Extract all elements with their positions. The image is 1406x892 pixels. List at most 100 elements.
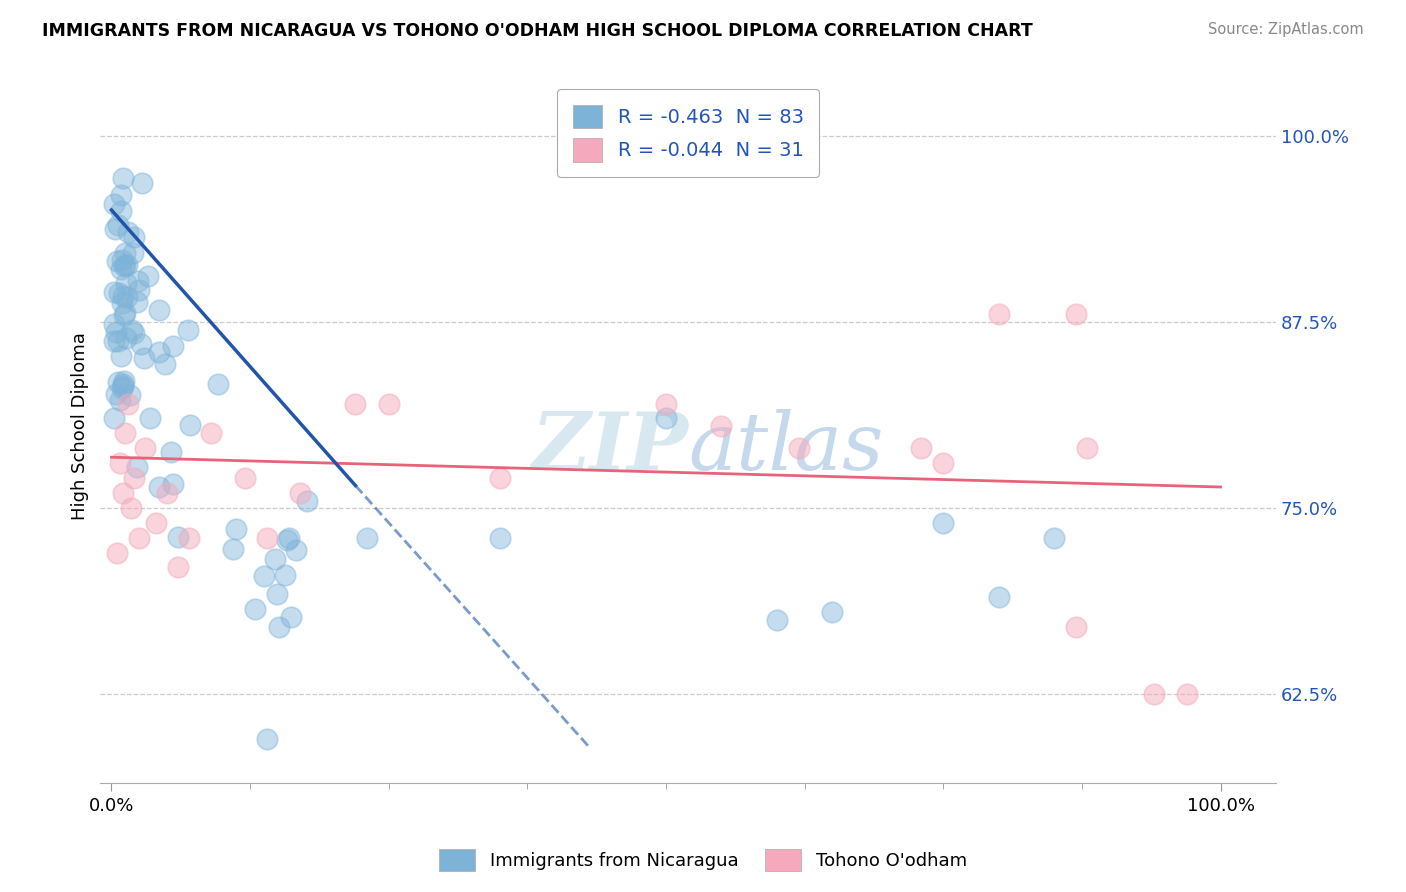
Point <box>115 331 138 345</box>
Point <box>103 334 125 348</box>
Point <box>115 290 138 304</box>
Point <box>105 325 128 339</box>
Point <box>269 620 291 634</box>
Point <box>266 586 288 600</box>
Point <box>110 187 132 202</box>
Point <box>148 344 170 359</box>
Point <box>120 500 142 515</box>
Point <box>107 376 129 390</box>
Point <box>139 411 162 425</box>
Point <box>107 218 129 232</box>
Text: IMMIGRANTS FROM NICARAGUA VS TOHONO O'ODHAM HIGH SCHOOL DIPLOMA CORRELATION CHAR: IMMIGRANTS FROM NICARAGUA VS TOHONO O'OD… <box>42 22 1033 40</box>
Point <box>110 203 132 218</box>
Point <box>105 545 128 559</box>
Point <box>253 569 276 583</box>
Point <box>122 326 145 341</box>
Point <box>103 197 125 211</box>
Point <box>148 480 170 494</box>
Point <box>295 494 318 508</box>
Point <box>107 334 129 348</box>
Point <box>274 567 297 582</box>
Point <box>932 516 955 530</box>
Point <box>245 602 267 616</box>
Point <box>766 613 789 627</box>
Point <box>488 531 510 545</box>
Point <box>115 276 138 290</box>
Point <box>655 411 678 425</box>
Point <box>132 351 155 365</box>
Point <box>129 336 152 351</box>
Point <box>134 442 156 456</box>
Point <box>112 171 135 186</box>
Point <box>108 392 131 407</box>
Point <box>131 176 153 190</box>
Point <box>122 471 145 485</box>
Point <box>110 261 132 276</box>
Point <box>105 254 128 268</box>
Point <box>121 323 143 337</box>
Point <box>103 317 125 331</box>
Point <box>153 357 176 371</box>
Point <box>1143 687 1166 701</box>
Point <box>114 306 136 320</box>
Point <box>110 349 132 363</box>
Point <box>108 286 131 301</box>
Point <box>103 285 125 300</box>
Point <box>125 460 148 475</box>
Point <box>105 386 128 401</box>
Point <box>1066 620 1088 634</box>
Point <box>821 605 844 619</box>
Point <box>233 471 256 485</box>
Text: Source: ZipAtlas.com: Source: ZipAtlas.com <box>1208 22 1364 37</box>
Text: ZIP: ZIP <box>531 409 688 486</box>
Point <box>160 445 183 459</box>
Point <box>167 560 190 574</box>
Point <box>162 339 184 353</box>
Point <box>179 418 201 433</box>
Point <box>344 396 367 410</box>
Point <box>277 531 299 545</box>
Point <box>377 396 399 410</box>
Point <box>128 531 150 545</box>
Point <box>103 411 125 425</box>
Point <box>932 456 955 470</box>
Point <box>156 486 179 500</box>
Point <box>136 269 159 284</box>
Point <box>177 531 200 545</box>
Point <box>356 531 378 545</box>
Point <box>655 396 678 410</box>
Text: atlas: atlas <box>688 409 883 486</box>
Legend: R = -0.463  N = 83, R = -0.044  N = 31: R = -0.463 N = 83, R = -0.044 N = 31 <box>557 89 820 178</box>
Point <box>987 307 1010 321</box>
Point <box>162 477 184 491</box>
Point <box>176 323 198 337</box>
Point <box>488 471 510 485</box>
Point <box>200 426 222 441</box>
Point <box>166 530 188 544</box>
Point <box>111 486 134 500</box>
Point <box>127 295 149 310</box>
Point <box>111 378 134 392</box>
Point <box>225 522 247 536</box>
Point <box>148 302 170 317</box>
Point <box>128 283 150 297</box>
Point <box>1076 442 1098 456</box>
Point <box>263 552 285 566</box>
Point <box>104 222 127 236</box>
Point <box>112 308 135 322</box>
Point <box>110 456 132 470</box>
Point <box>117 258 139 272</box>
Point <box>207 376 229 391</box>
Point <box>280 610 302 624</box>
Point <box>256 531 278 545</box>
Point <box>1066 307 1088 321</box>
Point <box>910 442 932 456</box>
Point <box>222 541 245 556</box>
Point <box>256 731 278 746</box>
Point <box>112 377 135 392</box>
Point <box>710 419 733 434</box>
Point <box>111 381 134 395</box>
Point <box>1175 687 1198 701</box>
Point <box>122 230 145 244</box>
Point <box>117 396 139 410</box>
